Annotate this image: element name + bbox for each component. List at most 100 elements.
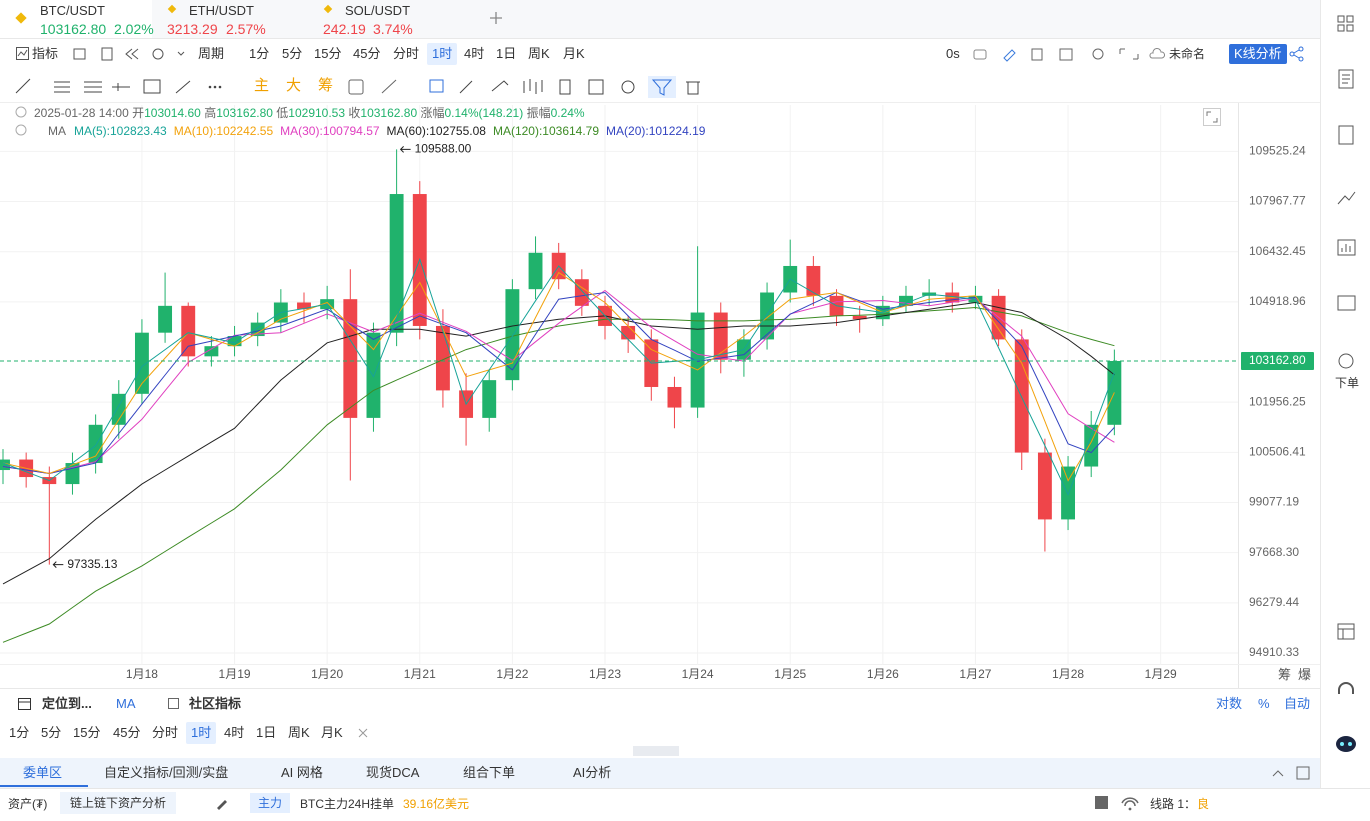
legend-entry: MA(10):102242.55: [173, 124, 274, 138]
toolbar-right-icons: [973, 48, 1139, 62]
y-tick-label: 109525.24: [1249, 144, 1306, 158]
interval-button[interactable]: 45分: [353, 46, 381, 61]
community-button[interactable]: 社区指标: [189, 696, 242, 711]
candle-body: [713, 312, 728, 360]
legend-entry: MA(120):103614.79: [492, 124, 600, 138]
tab-symbol[interactable]: ETH/USDT: [189, 3, 254, 18]
panel-tab[interactable]: 组合下单: [463, 765, 516, 780]
interval-button[interactable]: 1分: [249, 46, 270, 61]
assets[interactable]: 资产(₮): [8, 797, 48, 811]
legend-entry: MA(20):101224.19: [606, 124, 706, 138]
interval-button[interactable]: 月K: [563, 46, 585, 61]
panel-tab[interactable]: AI 网格: [281, 765, 323, 780]
close-icon[interactable]: [357, 727, 369, 739]
interval-button[interactable]: 15分: [73, 725, 101, 740]
scale-option[interactable]: %: [1258, 696, 1270, 711]
candle-body: [899, 295, 913, 306]
interval-button[interactable]: 分时: [393, 46, 420, 61]
ohlc-header: 2025-01-28 14:00 开103014.60 高103162.80 低…: [34, 105, 585, 121]
order-button[interactable]: 下单: [1335, 376, 1360, 390]
candle-body: [0, 459, 10, 471]
indicator-button[interactable]: 指标: [32, 46, 59, 61]
tab-price: 242.19: [323, 21, 366, 37]
indicator-icon: [16, 47, 29, 60]
panel-tab-bar: [0, 758, 1320, 788]
ma-line: [2, 257, 1115, 496]
open-value: 103014.60: [144, 106, 201, 120]
interval-button[interactable]: 1日: [496, 46, 517, 61]
fullscreen-icon[interactable]: [1203, 108, 1221, 126]
tool-main[interactable]: 主: [254, 77, 270, 94]
cloud-icon: [1149, 48, 1165, 59]
interval-button[interactable]: 5分: [282, 46, 303, 61]
asset-analysis[interactable]: 链上链下资产分析: [60, 792, 177, 814]
panel-tab[interactable]: AI分析: [573, 765, 612, 780]
tool-chips[interactable]: 筹: [318, 77, 334, 94]
interval-button[interactable]: 1日: [256, 725, 277, 740]
x-tick-label: 1月26: [867, 667, 899, 681]
ma-button[interactable]: MA: [116, 696, 136, 711]
interval-button[interactable]: 1时: [186, 722, 217, 744]
collapse-handle[interactable]: [633, 746, 679, 756]
interval-button[interactable]: 周K: [288, 725, 310, 740]
interval-button[interactable]: 5分: [41, 725, 62, 740]
interval-button[interactable]: 45分: [113, 725, 141, 740]
axis-extra[interactable]: 筹: [1278, 667, 1292, 682]
y-tick-label: 104918.96: [1249, 294, 1306, 308]
tab-change: 3.74%: [373, 21, 413, 37]
x-tick-label: 1月24: [682, 667, 714, 681]
candle-body: [806, 265, 821, 296]
timer: 0s: [946, 46, 960, 61]
period-button[interactable]: 周期: [198, 46, 225, 61]
amp-label: 振幅: [526, 106, 551, 120]
scale-option[interactable]: 自动: [1284, 696, 1311, 711]
panel-tab[interactable]: 委单区: [23, 765, 63, 780]
interval-button[interactable]: 1时: [427, 43, 458, 65]
status-icons: [1095, 796, 1139, 811]
panel-controls[interactable]: [1271, 765, 1313, 781]
candle-body: [343, 299, 358, 418]
interval-button[interactable]: 4时: [464, 46, 485, 61]
x-tick-label: 1月19: [219, 667, 251, 681]
x-tick-label: 1月22: [496, 667, 528, 681]
candle-body: [667, 386, 682, 408]
analysis-button[interactable]: K线分析: [1229, 44, 1287, 64]
layout-name[interactable]: 未命名: [1169, 47, 1206, 61]
y-tick-label: 97668.30: [1249, 545, 1299, 559]
change-label: 涨幅: [420, 106, 445, 120]
tool-large[interactable]: 大: [286, 77, 302, 94]
interval-button[interactable]: 15分: [314, 46, 342, 61]
coin-icon: [167, 4, 177, 14]
interval-button[interactable]: 分时: [152, 725, 179, 740]
annotation-label: 97335.13: [67, 557, 117, 571]
interval-button[interactable]: 月K: [321, 725, 343, 740]
tab-symbol[interactable]: SOL/USDT: [345, 3, 411, 18]
interval-button[interactable]: 1分: [9, 725, 30, 740]
change-value: 0.14%(148.21): [444, 106, 524, 120]
interval-button[interactable]: 4时: [224, 725, 245, 740]
candle-body: [88, 424, 103, 464]
high-value: 103162.80: [216, 106, 273, 120]
low-value: 102910.53: [288, 106, 346, 120]
high-label: 高: [204, 106, 217, 120]
ma-label: MA: [48, 124, 66, 138]
add-tab[interactable]: [489, 11, 503, 25]
annotation-label: 109588.00: [415, 142, 472, 156]
edit-icon[interactable]: [215, 796, 229, 810]
share-icon[interactable]: [1289, 46, 1305, 62]
panel-tab[interactable]: 现货DCA: [366, 765, 420, 780]
tab-symbol[interactable]: BTC/USDT: [40, 3, 105, 18]
axis-extra[interactable]: 爆: [1298, 667, 1312, 682]
coin-icon: [323, 4, 333, 14]
tab-change: 2.57%: [226, 21, 266, 37]
scale-option[interactable]: 对数: [1216, 696, 1243, 711]
candle-body: [227, 336, 242, 347]
amp-value: 0.24%: [550, 106, 585, 120]
panel-tab[interactable]: 自定义指标/回测/实盘: [104, 765, 229, 780]
candle-body: [250, 322, 265, 337]
interval-button[interactable]: 周K: [528, 46, 550, 61]
locate-button[interactable]: 定位到...: [42, 696, 92, 711]
locate-icon: [18, 698, 31, 710]
ma-legend: MA MA(5):102823.43 MA(10):102242.55 MA(30):…: [48, 123, 712, 139]
